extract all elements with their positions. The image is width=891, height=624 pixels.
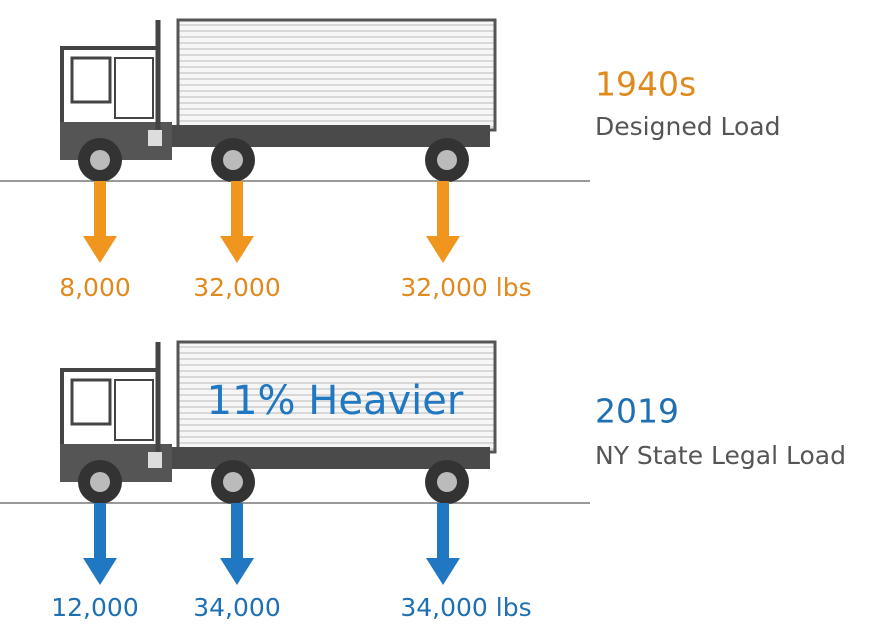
axle-load: 12,000 (51, 593, 138, 622)
era-subtitle: NY State Legal Load (595, 441, 846, 470)
load-arrows (83, 503, 460, 585)
axle-load: 34,000 (193, 593, 280, 622)
era-title: 2019 (595, 392, 679, 431)
axle-load: 32,000 lbs (400, 273, 531, 302)
load-arrows (83, 181, 460, 263)
axle-load: 34,000 lbs (400, 593, 531, 622)
era-title: 1940s (595, 65, 696, 104)
axle-load: 8,000 (59, 273, 131, 302)
truck-illustration (0, 20, 590, 182)
era-subtitle: Designed Load (595, 112, 781, 141)
infographic: 8,000 32,000 32,000 lbs 1940s Designed L… (0, 0, 891, 624)
axle-load: 32,000 (193, 273, 280, 302)
badge: 11% Heavier (207, 378, 464, 424)
